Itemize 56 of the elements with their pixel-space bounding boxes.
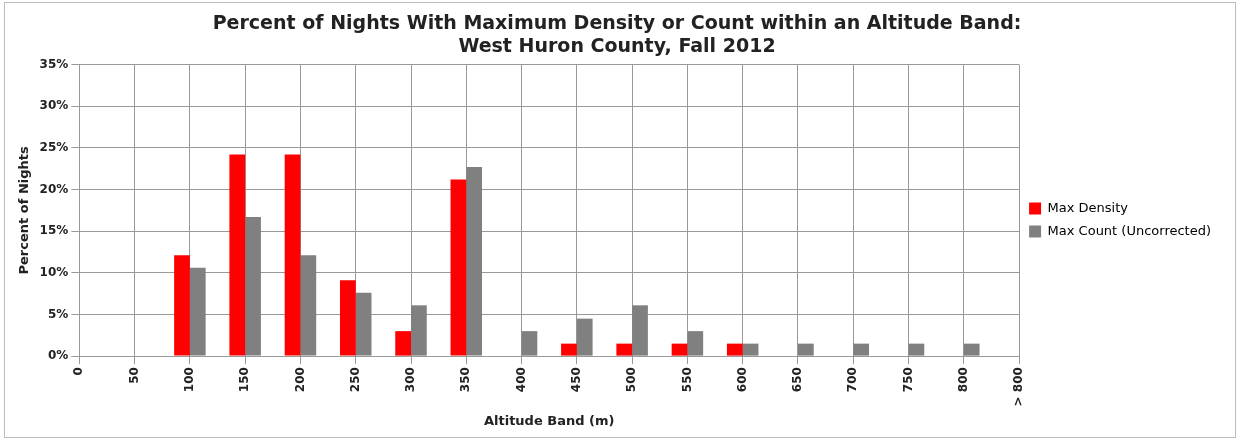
bar [284, 154, 301, 356]
x-tick-label: 400 [513, 367, 528, 393]
x-tick-label: 800 [955, 367, 970, 393]
bar [245, 217, 261, 356]
bar [908, 343, 925, 356]
x-tick-label: 150 [237, 367, 252, 393]
bar [355, 292, 372, 356]
bar [466, 167, 483, 356]
y-tick-label: 0% [47, 348, 69, 363]
x-tick-label: 100 [182, 367, 197, 393]
bar [742, 343, 759, 356]
bar [229, 154, 246, 356]
x-tick-label: 250 [347, 367, 362, 393]
bar [411, 305, 427, 356]
y-tick-label: 30% [39, 98, 69, 113]
legend-label: Max Density [1047, 199, 1129, 215]
x-tick-label: 600 [734, 367, 749, 393]
x-tick-label: > 800 [1011, 367, 1026, 407]
y-tick-label: 10% [39, 264, 69, 279]
x-tick-label: 200 [292, 367, 307, 393]
bar [726, 343, 743, 356]
bar [561, 343, 577, 356]
bar [616, 343, 633, 356]
bar [576, 318, 593, 356]
bar [963, 343, 980, 356]
bar [189, 267, 206, 356]
y-tick-label: 25% [39, 140, 69, 155]
y-tick-label: 5% [47, 306, 69, 321]
bar [797, 343, 814, 356]
y-tick-label: 35% [39, 56, 69, 71]
x-tick-label: 500 [624, 367, 639, 393]
x-tick-label: 700 [845, 367, 860, 393]
x-tick-label: 550 [679, 367, 694, 393]
x-tick-label: 50 [126, 367, 141, 384]
x-tick-label: 0 [71, 367, 86, 376]
bar [339, 280, 356, 356]
x-tick-label: 650 [790, 367, 805, 393]
bar [687, 331, 704, 356]
bar [174, 255, 190, 356]
y-tick-label: 15% [39, 223, 69, 238]
bar [632, 305, 648, 356]
x-tick-label: 450 [568, 367, 583, 393]
legend-label: Max Count (Uncorrected) [1047, 222, 1212, 238]
y-axis-title: Percent of Nights [16, 145, 32, 275]
x-axis-title: Altitude Band (m) [483, 412, 615, 428]
y-tick-label: 20% [39, 181, 69, 196]
x-tick-label: 750 [900, 367, 915, 393]
bar [395, 331, 411, 356]
bar [450, 179, 467, 356]
x-tick-label: 300 [403, 367, 418, 393]
bar [671, 343, 688, 356]
bar [521, 331, 538, 356]
x-tick-label: 350 [458, 367, 473, 393]
bar [853, 343, 869, 356]
bar [300, 255, 317, 356]
chart-title: Percent of Nights With Maximum Density or Count within an Altitude Band: West Huron County, Fall 2012 [212, 11, 1022, 57]
